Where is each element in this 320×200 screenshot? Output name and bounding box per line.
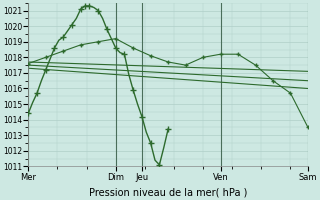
X-axis label: Pression niveau de la mer( hPa ): Pression niveau de la mer( hPa ): [89, 187, 247, 197]
